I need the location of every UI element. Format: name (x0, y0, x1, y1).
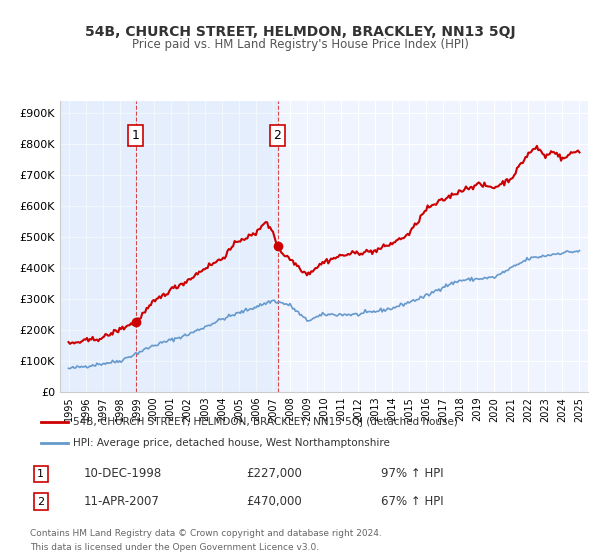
Text: 2: 2 (274, 129, 281, 142)
Text: 10-DEC-1998: 10-DEC-1998 (84, 468, 162, 480)
Text: 67% ↑ HPI: 67% ↑ HPI (381, 495, 443, 508)
Text: 1: 1 (37, 469, 44, 479)
Text: HPI: Average price, detached house, West Northamptonshire: HPI: Average price, detached house, West… (73, 438, 390, 448)
Bar (136, 101, 278, 392)
Text: 54B, CHURCH STREET, HELMDON, BRACKLEY, NN13 5QJ: 54B, CHURCH STREET, HELMDON, BRACKLEY, N… (85, 25, 515, 39)
Text: 11-APR-2007: 11-APR-2007 (84, 495, 160, 508)
Bar (60, 101, 136, 392)
Text: 97% ↑ HPI: 97% ↑ HPI (381, 468, 443, 480)
Text: Price paid vs. HM Land Registry's House Price Index (HPI): Price paid vs. HM Land Registry's House … (131, 38, 469, 50)
Text: Contains HM Land Registry data © Crown copyright and database right 2024.: Contains HM Land Registry data © Crown c… (30, 529, 382, 538)
Text: 2: 2 (37, 497, 44, 507)
Text: 1: 1 (132, 129, 140, 142)
Text: £227,000: £227,000 (246, 468, 302, 480)
Text: £470,000: £470,000 (246, 495, 302, 508)
Text: 54B, CHURCH STREET, HELMDON, BRACKLEY, NN13 5QJ (detached house): 54B, CHURCH STREET, HELMDON, BRACKLEY, N… (73, 417, 458, 427)
Text: This data is licensed under the Open Government Licence v3.0.: This data is licensed under the Open Gov… (30, 543, 319, 552)
